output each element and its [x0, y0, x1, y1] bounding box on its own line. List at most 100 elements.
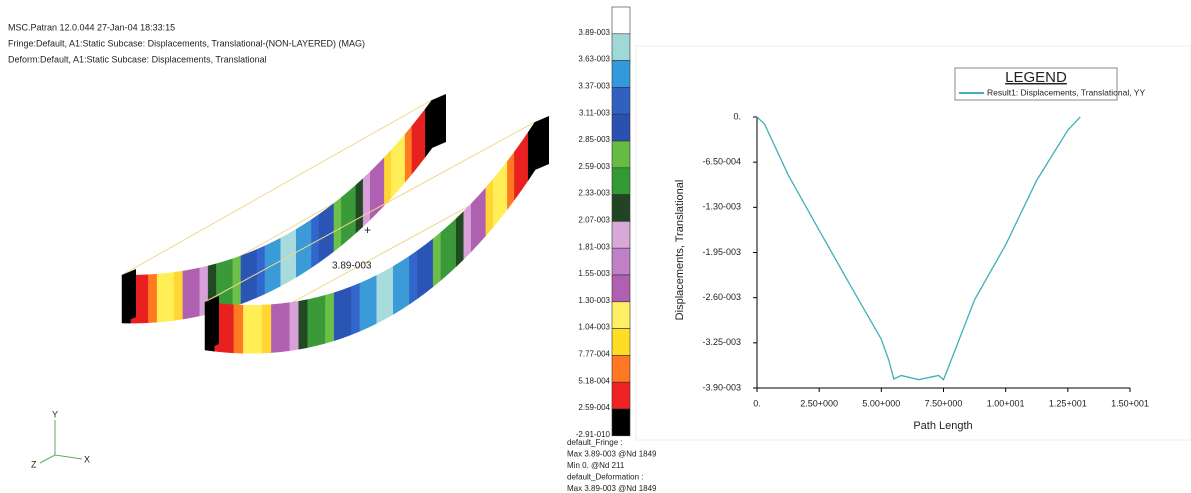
beam-segment — [265, 242, 273, 294]
beam-segment — [234, 305, 243, 353]
beam-segment — [249, 249, 257, 300]
x-tick-label: 1.50+001 — [1111, 398, 1149, 408]
beam-segment — [224, 304, 234, 353]
beam-segment — [441, 226, 449, 281]
color-band — [612, 61, 630, 88]
color-band — [612, 7, 630, 34]
color-band — [612, 329, 630, 356]
y-tick-label: -2.60-003 — [702, 292, 741, 302]
color-band — [612, 221, 630, 248]
color-band — [612, 141, 630, 168]
header-line: Deform:Default, A1:Static Subcase: Displ… — [8, 54, 267, 64]
fringe-info: Max 3.89-003 @Nd 1849 — [567, 450, 657, 459]
beam-segment — [360, 279, 368, 331]
beam-segment — [398, 134, 405, 190]
triad-x — [55, 455, 82, 459]
color-band — [612, 87, 630, 114]
x-tick-label: 7.50+000 — [925, 398, 963, 408]
beam-segment — [290, 301, 299, 350]
triad-label: Y — [52, 409, 58, 419]
beam-segment — [368, 275, 376, 327]
triad-label: Z — [31, 459, 37, 469]
x-tick-label: 0. — [753, 398, 761, 408]
color-label: 1.81-003 — [578, 242, 610, 251]
beam-segment — [433, 232, 441, 286]
beam-segment — [401, 256, 409, 309]
beam-segment — [425, 239, 433, 293]
beam-segment — [296, 225, 304, 278]
color-band — [612, 195, 630, 222]
beam-segment — [233, 256, 241, 307]
header-line: Fringe:Default, A1:Static Subcase: Displ… — [8, 38, 365, 48]
beam-segment — [140, 275, 149, 323]
beam-segment — [183, 270, 191, 319]
beam-segment — [299, 300, 308, 350]
beam-end — [535, 116, 549, 170]
beam-segment — [393, 261, 401, 314]
beam-segment — [225, 259, 233, 310]
color-label: 7.77-004 — [578, 350, 610, 359]
legend: LEGEND Result1: Displacements, Translati… — [955, 68, 1145, 100]
beam-segment — [521, 132, 528, 190]
beam-segment — [419, 109, 426, 166]
beam-segment — [327, 203, 334, 257]
beam-segment — [253, 305, 262, 353]
beam-segment — [341, 191, 348, 245]
color-band — [612, 248, 630, 275]
marker: + — [364, 223, 371, 237]
screenshot: MSC.Patran 12.0.044 27-Jan-04 18:33:15 F… — [0, 0, 1191, 493]
beam-segment — [319, 209, 326, 262]
beam-segment — [405, 126, 412, 182]
color-label: 2.33-003 — [578, 189, 610, 198]
fringe-info: Max 3.89-003 @Nd 1849 — [567, 484, 657, 493]
beam-segment — [174, 271, 183, 320]
color-label: 2.59-004 — [578, 403, 610, 412]
color-label: 3.37-003 — [578, 82, 610, 91]
beam-segment — [507, 152, 514, 209]
y-tick-label: -1.30-003 — [702, 202, 741, 212]
beam-segment — [191, 268, 199, 318]
header-line: MSC.Patran 12.0.044 27-Jan-04 18:33:15 — [8, 22, 175, 32]
beam-segment — [262, 305, 271, 354]
x-axis-label: Path Length — [913, 420, 972, 432]
beam-segment — [308, 298, 317, 348]
beam-segment — [334, 197, 341, 251]
color-label: 1.04-003 — [578, 323, 610, 332]
axis-triad: Y X Z — [31, 409, 90, 469]
y-tick-label: -1.95-003 — [702, 247, 741, 257]
beam-segment — [464, 204, 471, 260]
beam-end — [205, 296, 219, 350]
beam-segment — [377, 271, 385, 323]
color-band — [612, 114, 630, 141]
beam-segment — [356, 178, 363, 233]
beam-segment — [391, 142, 398, 198]
color-label: 1.30-003 — [578, 296, 610, 305]
beam-segment — [409, 251, 417, 305]
color-label: 3.89-003 — [578, 28, 610, 37]
x-tick-label: 2.50+000 — [800, 398, 838, 408]
color-label: 3.63-003 — [578, 55, 610, 64]
beam-segment — [385, 266, 393, 319]
beam-segment — [456, 211, 464, 266]
beam-segment — [334, 290, 343, 341]
beam-segment — [363, 172, 370, 227]
beam-segment — [148, 274, 157, 323]
beam-segment — [157, 273, 166, 322]
legend-entry: Result1: Displacements, Translational, Y… — [987, 87, 1145, 97]
y-tick-label: -3.25-003 — [702, 337, 741, 347]
beam-segment — [351, 283, 360, 334]
triad-z — [40, 455, 55, 463]
color-band — [612, 34, 630, 61]
beam-segment — [486, 179, 493, 235]
beam-segment — [479, 188, 486, 244]
beam-segment — [311, 214, 319, 267]
y-tick-label: 0. — [733, 111, 741, 121]
beam-segment — [281, 303, 290, 352]
beam-segment — [528, 122, 535, 180]
fringe-info: default_Deformation : — [567, 473, 644, 482]
beam-segment — [349, 185, 356, 239]
color-label: 2.59-003 — [578, 162, 610, 171]
beam-segment — [500, 161, 507, 218]
color-band — [612, 168, 630, 195]
beam-segment — [243, 305, 252, 353]
